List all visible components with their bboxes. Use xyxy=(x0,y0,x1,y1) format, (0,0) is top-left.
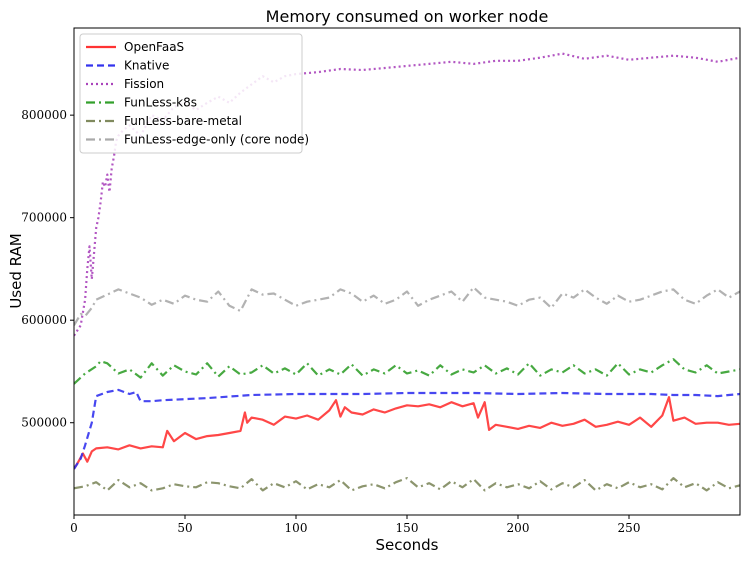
x-tick-label: 200 xyxy=(507,521,530,535)
legend-label-0: OpenFaaS xyxy=(124,40,184,54)
plot-lines xyxy=(74,52,740,492)
series-line-3 xyxy=(74,358,740,385)
y-tick-label: 800000 xyxy=(21,108,67,122)
x-tick-label: 0 xyxy=(70,521,78,535)
legend-label-3: FunLess-k8s xyxy=(124,96,197,110)
series-line-1 xyxy=(74,388,740,470)
x-tick-label: 100 xyxy=(285,521,308,535)
x-tick-label: 250 xyxy=(618,521,641,535)
x-tick-label: 50 xyxy=(177,521,192,535)
y-tick-label: 700000 xyxy=(21,211,67,225)
series-line-4 xyxy=(74,477,740,492)
chart-title: Memory consumed on worker node xyxy=(266,7,549,26)
legend-label-1: Knative xyxy=(124,59,169,73)
x-axis-label: Seconds xyxy=(375,536,438,554)
y-axis-label: Used RAM xyxy=(7,233,25,308)
x-tick-label: 150 xyxy=(396,521,419,535)
y-tick-label: 500000 xyxy=(21,416,67,430)
legend-label-5: FunLess-edge-only (core node) xyxy=(124,133,309,147)
y-tick-label: 600000 xyxy=(21,313,67,327)
legend: OpenFaaS Knative Fission FunLess-k8s FunLess… xyxy=(79,33,309,154)
y-axis-ticks: 500000 600000 700000 800000 xyxy=(21,108,74,430)
series-line-5 xyxy=(74,286,740,326)
legend-label-4: FunLess-bare-metal xyxy=(124,114,242,128)
series-line-0 xyxy=(74,396,740,470)
x-axis-ticks: 0 50 100 150 200 250 xyxy=(70,515,640,535)
legend-box xyxy=(79,33,303,154)
legend-label-2: Fission xyxy=(124,77,164,91)
